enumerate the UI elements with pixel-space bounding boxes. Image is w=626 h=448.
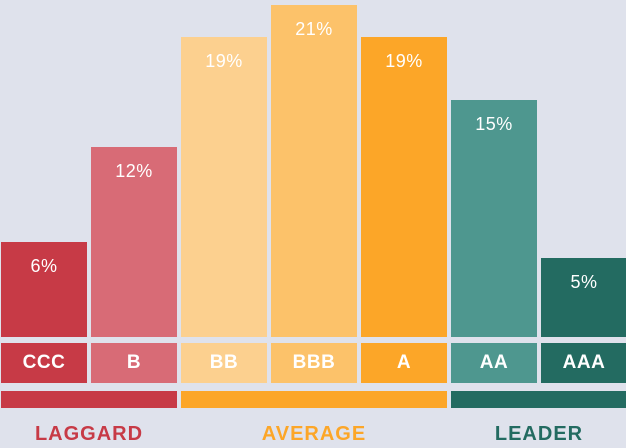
group-bar-average [181,391,447,408]
bar-b: 12% [91,147,177,337]
bar-aaa: 5% [541,257,626,337]
group-bar-leader [451,391,626,408]
group-bar-laggard [1,391,177,408]
bar-bb: 19% [181,36,267,337]
bar-aa: 15% [451,99,537,337]
bar-ccc: 6% [1,242,87,337]
category-label-ccc: CCC [1,343,87,383]
bar-value-label: 19% [385,50,423,71]
category-label-bbb: BBB [271,343,357,383]
bar-a: 19% [361,36,447,337]
category-label-aa: AA [451,343,537,383]
bar-value-label: 19% [205,50,243,71]
bar-value-label: 15% [475,113,513,134]
category-label-aaa: AAA [541,343,626,383]
bar-value-label: 6% [30,256,58,277]
category-label-a: A [361,343,447,383]
category-label-b: B [91,343,177,383]
bar-value-label: 21% [295,19,333,39]
bar-value-label: 5% [570,271,598,292]
bar-value-label: 12% [115,161,153,182]
category-label-bb: BB [181,343,267,383]
group-label-average: AVERAGE [261,423,367,445]
bar-bbb: 21% [271,5,357,337]
group-label-leader: LEADER [494,423,584,445]
group-label-laggard: LAGGARD [34,423,144,445]
